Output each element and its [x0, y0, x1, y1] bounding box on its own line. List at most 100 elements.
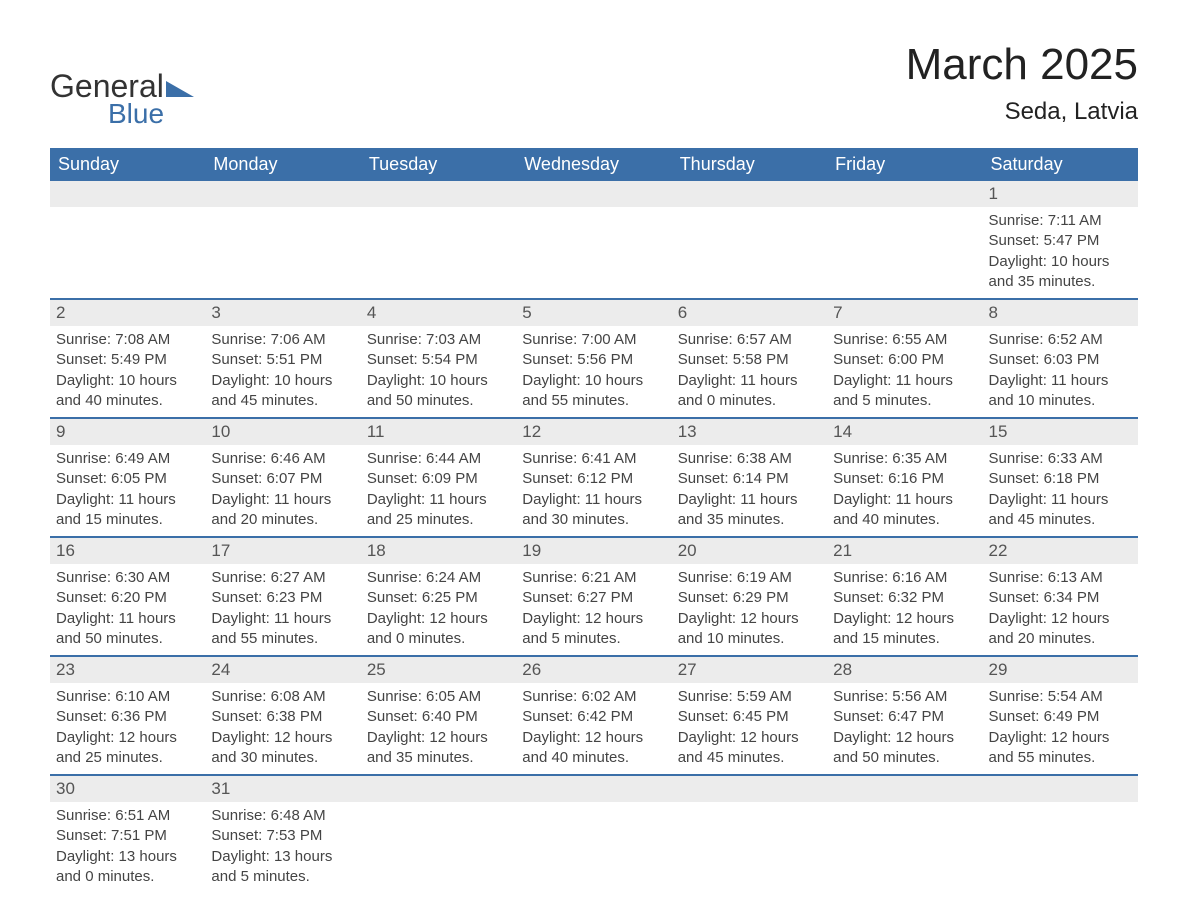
day-cell: 21Sunrise: 6:16 AMSunset: 6:32 PMDayligh… [827, 537, 982, 656]
sunrise-line: Sunrise: 6:13 AM [989, 568, 1132, 588]
day-cell [205, 181, 360, 299]
day-info: Sunrise: 6:52 AMSunset: 6:03 PMDaylight:… [983, 326, 1138, 417]
empty-day-bar [205, 181, 360, 207]
daylight-line: Daylight: 11 hours and 40 minutes. [833, 490, 976, 531]
sunset-line: Sunset: 7:53 PM [211, 826, 354, 846]
sunrise-line: Sunrise: 6:35 AM [833, 449, 976, 469]
daylight-line: Daylight: 11 hours and 15 minutes. [56, 490, 199, 531]
weekday-header: Monday [205, 148, 360, 181]
daylight-line: Daylight: 12 hours and 30 minutes. [211, 728, 354, 769]
day-number: 6 [672, 300, 827, 326]
week-row: 30Sunrise: 6:51 AMSunset: 7:51 PMDayligh… [50, 775, 1138, 893]
daylight-line: Daylight: 10 hours and 35 minutes. [989, 252, 1132, 293]
sunset-line: Sunset: 5:47 PM [989, 231, 1132, 251]
empty-day-info [983, 802, 1138, 882]
sunset-line: Sunset: 6:38 PM [211, 707, 354, 727]
sunset-line: Sunset: 6:00 PM [833, 350, 976, 370]
sunset-line: Sunset: 6:34 PM [989, 588, 1132, 608]
day-info: Sunrise: 6:02 AMSunset: 6:42 PMDaylight:… [516, 683, 671, 774]
empty-day-info [516, 802, 671, 882]
day-info: Sunrise: 7:08 AMSunset: 5:49 PMDaylight:… [50, 326, 205, 417]
day-info: Sunrise: 5:54 AMSunset: 6:49 PMDaylight:… [983, 683, 1138, 774]
day-cell: 27Sunrise: 5:59 AMSunset: 6:45 PMDayligh… [672, 656, 827, 775]
empty-day-info [672, 207, 827, 287]
empty-day-bar [983, 776, 1138, 802]
day-number: 12 [516, 419, 671, 445]
sunset-line: Sunset: 6:42 PM [522, 707, 665, 727]
day-cell: 25Sunrise: 6:05 AMSunset: 6:40 PMDayligh… [361, 656, 516, 775]
day-info: Sunrise: 6:08 AMSunset: 6:38 PMDaylight:… [205, 683, 360, 774]
day-number: 13 [672, 419, 827, 445]
day-number: 2 [50, 300, 205, 326]
sunrise-line: Sunrise: 6:21 AM [522, 568, 665, 588]
sunrise-line: Sunrise: 6:44 AM [367, 449, 510, 469]
day-cell [516, 181, 671, 299]
weekday-header: Sunday [50, 148, 205, 181]
day-cell: 24Sunrise: 6:08 AMSunset: 6:38 PMDayligh… [205, 656, 360, 775]
day-cell: 29Sunrise: 5:54 AMSunset: 6:49 PMDayligh… [983, 656, 1138, 775]
week-row: 16Sunrise: 6:30 AMSunset: 6:20 PMDayligh… [50, 537, 1138, 656]
day-number: 20 [672, 538, 827, 564]
daylight-line: Daylight: 12 hours and 10 minutes. [678, 609, 821, 650]
daylight-line: Daylight: 10 hours and 55 minutes. [522, 371, 665, 412]
day-number: 7 [827, 300, 982, 326]
day-cell: 22Sunrise: 6:13 AMSunset: 6:34 PMDayligh… [983, 537, 1138, 656]
logo-triangle-icon [166, 70, 194, 102]
sunset-line: Sunset: 6:25 PM [367, 588, 510, 608]
empty-day-bar [516, 776, 671, 802]
day-info: Sunrise: 6:48 AMSunset: 7:53 PMDaylight:… [205, 802, 360, 893]
page-header: General Blue March 2025 Seda, Latvia [50, 40, 1138, 130]
weekday-header: Tuesday [361, 148, 516, 181]
empty-day-info [361, 802, 516, 882]
day-cell [50, 181, 205, 299]
sunrise-line: Sunrise: 6:57 AM [678, 330, 821, 350]
sunset-line: Sunset: 6:29 PM [678, 588, 821, 608]
day-info: Sunrise: 5:59 AMSunset: 6:45 PMDaylight:… [672, 683, 827, 774]
day-cell: 11Sunrise: 6:44 AMSunset: 6:09 PMDayligh… [361, 418, 516, 537]
empty-day-bar [827, 776, 982, 802]
day-cell: 9Sunrise: 6:49 AMSunset: 6:05 PMDaylight… [50, 418, 205, 537]
sunset-line: Sunset: 5:54 PM [367, 350, 510, 370]
sunrise-line: Sunrise: 5:59 AM [678, 687, 821, 707]
day-info: Sunrise: 6:30 AMSunset: 6:20 PMDaylight:… [50, 564, 205, 655]
day-info: Sunrise: 6:10 AMSunset: 6:36 PMDaylight:… [50, 683, 205, 774]
empty-day-bar [827, 181, 982, 207]
sunrise-line: Sunrise: 7:06 AM [211, 330, 354, 350]
sunrise-line: Sunrise: 6:10 AM [56, 687, 199, 707]
day-cell: 7Sunrise: 6:55 AMSunset: 6:00 PMDaylight… [827, 299, 982, 418]
day-info: Sunrise: 7:11 AMSunset: 5:47 PMDaylight:… [983, 207, 1138, 298]
day-number: 9 [50, 419, 205, 445]
empty-day-bar [672, 776, 827, 802]
day-cell: 16Sunrise: 6:30 AMSunset: 6:20 PMDayligh… [50, 537, 205, 656]
day-cell: 20Sunrise: 6:19 AMSunset: 6:29 PMDayligh… [672, 537, 827, 656]
sunrise-line: Sunrise: 6:38 AM [678, 449, 821, 469]
month-title: March 2025 [906, 40, 1138, 90]
day-cell [516, 775, 671, 893]
day-info: Sunrise: 6:35 AMSunset: 6:16 PMDaylight:… [827, 445, 982, 536]
day-cell: 13Sunrise: 6:38 AMSunset: 6:14 PMDayligh… [672, 418, 827, 537]
sunrise-line: Sunrise: 6:27 AM [211, 568, 354, 588]
day-number: 24 [205, 657, 360, 683]
day-number: 16 [50, 538, 205, 564]
day-cell: 2Sunrise: 7:08 AMSunset: 5:49 PMDaylight… [50, 299, 205, 418]
day-number: 30 [50, 776, 205, 802]
sunset-line: Sunset: 6:45 PM [678, 707, 821, 727]
day-number: 4 [361, 300, 516, 326]
sunrise-line: Sunrise: 7:11 AM [989, 211, 1132, 231]
day-cell: 15Sunrise: 6:33 AMSunset: 6:18 PMDayligh… [983, 418, 1138, 537]
day-info: Sunrise: 5:56 AMSunset: 6:47 PMDaylight:… [827, 683, 982, 774]
sunset-line: Sunset: 5:56 PM [522, 350, 665, 370]
day-cell: 31Sunrise: 6:48 AMSunset: 7:53 PMDayligh… [205, 775, 360, 893]
daylight-line: Daylight: 13 hours and 5 minutes. [211, 847, 354, 888]
week-row: 23Sunrise: 6:10 AMSunset: 6:36 PMDayligh… [50, 656, 1138, 775]
sunrise-line: Sunrise: 6:41 AM [522, 449, 665, 469]
empty-day-info [827, 802, 982, 882]
sunrise-line: Sunrise: 6:05 AM [367, 687, 510, 707]
sunrise-line: Sunrise: 7:03 AM [367, 330, 510, 350]
sunset-line: Sunset: 6:09 PM [367, 469, 510, 489]
daylight-line: Daylight: 11 hours and 20 minutes. [211, 490, 354, 531]
sunset-line: Sunset: 6:18 PM [989, 469, 1132, 489]
day-number: 10 [205, 419, 360, 445]
day-cell: 28Sunrise: 5:56 AMSunset: 6:47 PMDayligh… [827, 656, 982, 775]
location-label: Seda, Latvia [906, 98, 1138, 126]
